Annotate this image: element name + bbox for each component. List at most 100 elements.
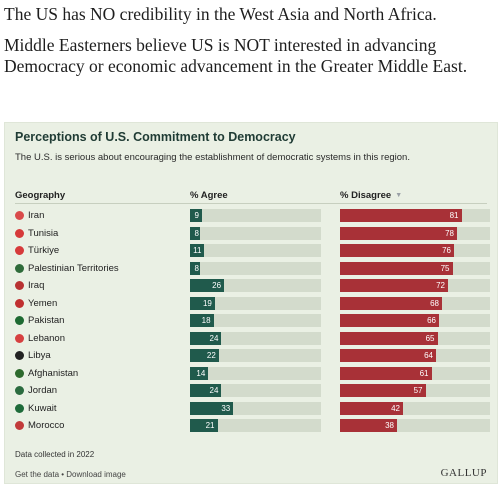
intro-paragraph-2: Middle Easterners believe US is NOT inte… xyxy=(4,35,468,76)
flag-icon xyxy=(15,386,24,395)
geography-label: Iraq xyxy=(28,280,45,291)
agree-bar xyxy=(190,401,234,415)
flag-icon xyxy=(15,421,24,430)
disagree-bar xyxy=(340,209,462,222)
flag-icon xyxy=(15,351,24,360)
agree-value-label: 14 xyxy=(196,368,206,378)
disagree-bar-track: 42 xyxy=(340,401,490,415)
geography-label: Türkiye xyxy=(28,245,60,256)
agree-bar-track: 19 xyxy=(190,296,321,310)
geography-cell: Afghanistan xyxy=(15,367,78,380)
disagree-bar-track: 65 xyxy=(340,331,490,345)
disagree-bar xyxy=(340,244,454,257)
agree-bar xyxy=(190,314,214,327)
agree-value-label: 19 xyxy=(202,298,212,308)
agree-bar-track: 9 xyxy=(190,209,321,222)
column-header-geography[interactable]: Geography xyxy=(15,190,66,201)
sort-desc-icon: ▼ xyxy=(395,192,403,199)
disagree-bar-track: 66 xyxy=(340,314,490,327)
agree-bar xyxy=(190,209,202,222)
agree-bar-track: 21 xyxy=(190,419,321,432)
table-row: Libya 22 64 xyxy=(5,347,497,365)
data-note: Data collected in 2022 xyxy=(15,450,95,459)
disagree-bar xyxy=(340,296,442,310)
agree-value-label: 24 xyxy=(209,333,219,343)
geography-cell: Pakistan xyxy=(15,314,64,327)
table-row: Türkiye 11 76 xyxy=(5,242,497,260)
table-row: Yemen 19 68 xyxy=(5,295,497,313)
table-row: Iran 9 81 xyxy=(5,207,497,225)
disagree-bar xyxy=(340,384,426,397)
flag-icon xyxy=(15,281,24,290)
agree-bar-track: 8 xyxy=(190,261,321,275)
link-separator: • xyxy=(59,470,67,479)
download-image-link[interactable]: Download image xyxy=(66,470,126,479)
agree-bar-track: 18 xyxy=(190,314,321,327)
disagree-value-label: 78 xyxy=(445,228,454,238)
geography-label: Tunisia xyxy=(28,227,59,239)
flag-icon xyxy=(15,263,24,273)
disagree-value-label: 64 xyxy=(424,351,433,360)
flag-icon xyxy=(15,368,24,378)
agree-value-label: 21 xyxy=(205,421,215,430)
gallup-logo: GALLUP xyxy=(440,467,487,479)
chart-subtitle: The U.S. is serious about encouraging th… xyxy=(15,152,410,163)
column-header-agree[interactable]: % Agree xyxy=(190,190,228,201)
disagree-value-label: 72 xyxy=(436,281,445,290)
agree-bar-track: 22 xyxy=(190,349,321,362)
table-row: Jordan 24 57 xyxy=(5,382,497,400)
agree-value-label: 11 xyxy=(193,246,202,255)
disagree-bar-track: 61 xyxy=(340,366,490,380)
agree-value-label: 8 xyxy=(194,263,199,273)
disagree-value-label: 66 xyxy=(427,316,436,325)
disagree-bar-track: 72 xyxy=(340,279,490,292)
agree-bar-track: 26 xyxy=(190,279,321,292)
geography-cell: Jordan xyxy=(15,384,57,397)
table-row: Iraq 26 72 xyxy=(5,277,497,295)
geography-label: Kuwait xyxy=(28,402,57,414)
agree-bar xyxy=(190,349,219,362)
geography-cell: Iraq xyxy=(15,279,44,292)
disagree-bar xyxy=(340,261,453,275)
disagree-value-label: 75 xyxy=(440,263,450,273)
disagree-value-label: 76 xyxy=(442,246,451,255)
agree-bar-track: 11 xyxy=(190,244,321,257)
agree-bar-track: 24 xyxy=(190,384,321,397)
agree-bar xyxy=(190,366,209,380)
flag-icon xyxy=(15,246,24,255)
disagree-bar-track: 81 xyxy=(340,209,490,222)
disagree-bar-track: 76 xyxy=(340,244,490,257)
disagree-bar-track: 75 xyxy=(340,261,490,275)
agree-bar xyxy=(190,296,215,310)
table-row: Pakistan 18 66 xyxy=(5,312,497,330)
disagree-bar-track: 64 xyxy=(340,349,490,362)
table-row: Morocco 21 38 xyxy=(5,417,497,435)
geography-cell: Kuwait xyxy=(15,402,57,415)
column-header-disagree[interactable]: % Disagree ▼ xyxy=(340,190,402,201)
geography-label: Jordan xyxy=(28,385,58,396)
flag-icon xyxy=(15,316,24,325)
agree-bar xyxy=(190,244,205,257)
disagree-value-label: 65 xyxy=(425,333,435,343)
agree-bar xyxy=(190,261,201,275)
disagree-bar xyxy=(340,331,438,345)
disagree-bar xyxy=(340,419,397,432)
geography-label: Libya xyxy=(28,350,51,361)
geography-cell: Libya xyxy=(15,349,51,362)
disagree-bar xyxy=(340,349,436,362)
agree-value-label: 24 xyxy=(209,386,219,395)
geography-cell: Yemen xyxy=(15,297,57,310)
gallup-chart-card: Perceptions of U.S. Commitment to Democr… xyxy=(4,122,498,484)
geography-cell: Iran xyxy=(15,209,44,222)
geography-label: Morocco xyxy=(28,420,65,431)
chart-links: Get the data • Download image xyxy=(15,470,126,479)
get-data-link[interactable]: Get the data xyxy=(15,470,60,479)
agree-bar xyxy=(190,279,225,292)
table-row: Lebanon 24 65 xyxy=(5,330,497,348)
article-intro: The US has NO credibility in the West As… xyxy=(0,0,500,77)
geography-cell: Palestinian Territories xyxy=(15,262,119,275)
column-header-disagree-label: % Disagree xyxy=(340,190,392,201)
table-row: Palestinian Territories 8 75 xyxy=(5,260,497,278)
agree-bar-track: 24 xyxy=(190,331,321,345)
geography-label: Palestinian Territories xyxy=(28,262,119,274)
